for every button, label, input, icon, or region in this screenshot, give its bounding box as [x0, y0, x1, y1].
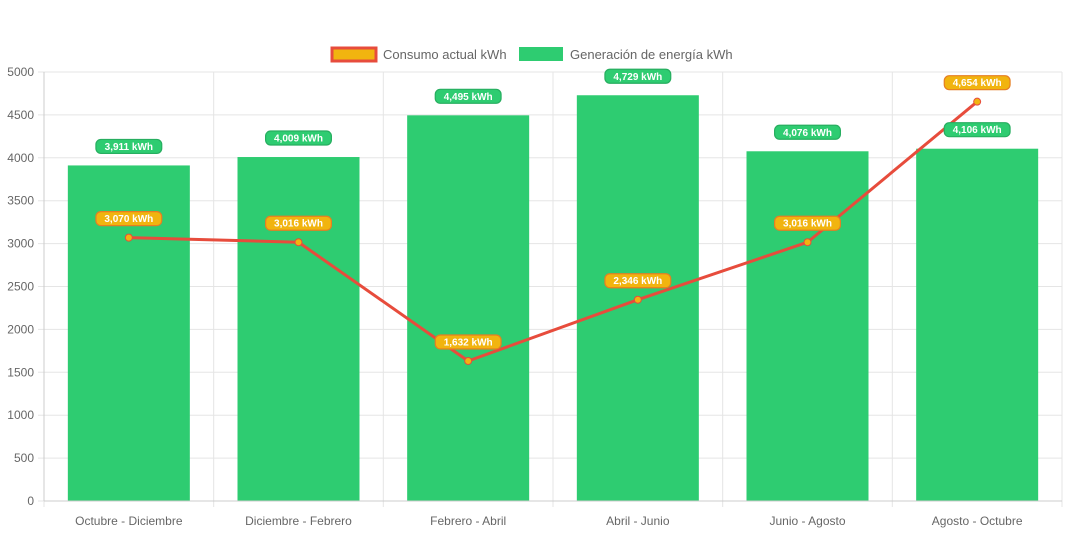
legend-label-consumo: Consumo actual kWh — [383, 47, 507, 62]
data-label-box — [773, 124, 841, 140]
data-label: 3,016 kWh — [773, 215, 841, 231]
data-label-box — [943, 122, 1011, 138]
data-label-text: 4,495 kWh — [444, 92, 493, 103]
data-label: 4,009 kWh — [265, 130, 333, 146]
data-label-text: 1,632 kWh — [444, 337, 493, 348]
data-label-text: 2,346 kWh — [613, 276, 662, 287]
bar[interactable] — [237, 157, 360, 501]
data-label-text: 4,076 kWh — [783, 128, 832, 139]
x-tick-label: Diciembre - Febrero — [245, 514, 352, 528]
legend-swatch-generacion — [519, 47, 563, 61]
bar[interactable] — [407, 115, 530, 501]
bar[interactable] — [746, 151, 869, 501]
bar[interactable] — [916, 148, 1039, 501]
y-tick-label: 1500 — [7, 365, 34, 379]
data-label: 4,654 kWh — [943, 75, 1011, 91]
y-tick-label: 5000 — [7, 65, 34, 79]
data-label-text: 3,070 kWh — [104, 214, 153, 225]
data-label-box — [95, 138, 163, 155]
y-tick-label: 4000 — [7, 151, 34, 165]
legend: Consumo actual kWh Generación de energía … — [330, 46, 733, 63]
y-tick-label: 1000 — [7, 408, 34, 422]
data-label: 3,070 kWh — [95, 210, 163, 227]
y-tick-label: 0 — [27, 494, 34, 508]
line-point[interactable] — [124, 233, 133, 242]
y-tick-label: 4500 — [7, 108, 34, 122]
y-tick-label: 3500 — [7, 194, 34, 208]
data-label-text: 4,106 kWh — [953, 125, 1002, 136]
data-label-text: 4,009 kWh — [274, 134, 323, 145]
bar-series — [67, 95, 1039, 501]
data-label-text: 3,016 kWh — [783, 219, 832, 230]
data-label-text: 3,016 kWh — [274, 219, 323, 230]
data-label: 4,076 kWh — [773, 124, 841, 140]
data-label: 3,911 kWh — [95, 138, 163, 155]
data-label: 2,346 kWh — [604, 273, 672, 289]
data-label-text: 4,729 kWh — [613, 72, 662, 83]
x-tick-label: Junio - Agosto — [769, 514, 845, 528]
data-label: 3,016 kWh — [265, 215, 333, 231]
y-tick-label: 2500 — [7, 280, 34, 294]
data-label-box — [773, 215, 841, 231]
line-point[interactable] — [464, 356, 473, 365]
x-tick-label: Octubre - Diciembre — [75, 514, 183, 528]
data-label-box — [604, 273, 672, 289]
grid-lines — [38, 71, 1063, 507]
data-label-box — [943, 75, 1011, 91]
x-tick-label: Agosto - Octubre — [932, 514, 1023, 528]
x-tick-label: Febrero - Abril — [430, 514, 506, 528]
data-label-box — [434, 334, 502, 350]
data-label-text: 4,654 kWh — [953, 78, 1002, 89]
legend-swatch-consumo — [330, 46, 378, 63]
data-label-box — [265, 130, 333, 146]
y-tick-label: 500 — [14, 451, 34, 465]
data-label: 4,729 kWh — [604, 68, 672, 84]
data-label-box — [95, 210, 163, 227]
line-point[interactable] — [803, 238, 812, 247]
axes: 0 500 1000 1500 2000 2500 3000 3500 4000 4500 5000… — [7, 65, 1062, 528]
data-label-box — [434, 88, 502, 104]
line-point[interactable] — [633, 295, 642, 304]
data-labels: 3,911 kWh 4,009 kWh 4,495 kWh 4,729 kWh 4,07… — [95, 68, 1011, 350]
line-point[interactable] — [294, 238, 303, 247]
data-label-text: 3,911 kWh — [105, 142, 153, 153]
line-point[interactable] — [973, 97, 982, 106]
legend-label-generacion: Generación de energía kWh — [570, 47, 733, 62]
y-tick-label: 3000 — [7, 237, 34, 251]
data-label-box — [265, 215, 333, 231]
data-label: 1,632 kWh — [434, 334, 502, 350]
data-label: 4,495 kWh — [434, 88, 502, 104]
data-label-box — [604, 68, 672, 84]
x-tick-label: Abril - Junio — [606, 514, 670, 528]
y-tick-label: 2000 — [7, 322, 34, 336]
data-label: 4,106 kWh — [943, 122, 1011, 138]
